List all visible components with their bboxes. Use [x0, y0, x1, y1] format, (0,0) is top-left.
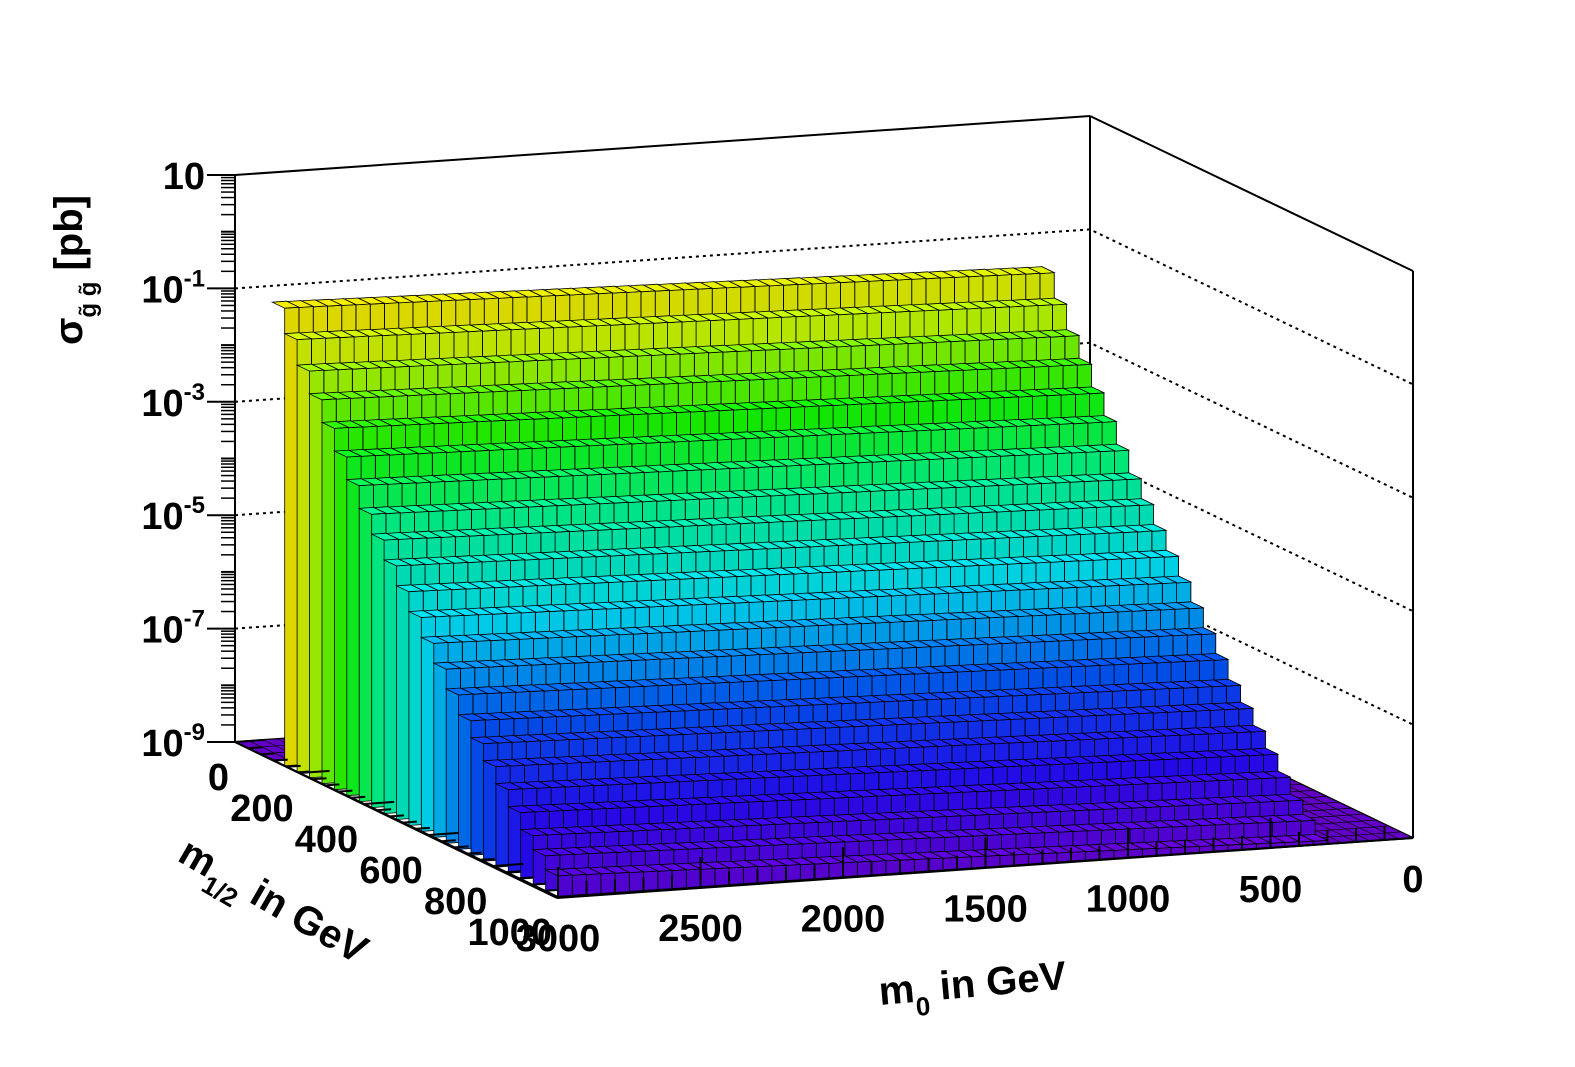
- lego-bar: [320, 420, 351, 791]
- lego-bar: [1156, 840, 1187, 856]
- x-tick-label: 500: [1239, 869, 1302, 911]
- lego-bar: [971, 848, 1002, 868]
- y-tick-label: 0: [208, 757, 229, 799]
- z-tick-label: 10-1: [141, 265, 205, 311]
- y-tick: [351, 795, 366, 799]
- y-tick: [273, 758, 288, 762]
- frame-edge: [234, 115, 1091, 176]
- y-tick-label: 600: [359, 850, 422, 892]
- y-tick: [467, 851, 482, 855]
- lego-bar: [700, 861, 731, 887]
- lego-bar: [1128, 841, 1159, 858]
- x-tick-label: 2500: [658, 908, 743, 950]
- y-tick: [389, 814, 405, 818]
- lego-bar: [871, 853, 902, 875]
- y-tick-label: 800: [424, 881, 487, 923]
- y-tick: [325, 783, 340, 787]
- lego-bar: [307, 392, 338, 785]
- y-tick-label: 200: [230, 788, 293, 830]
- lego-bar: [1071, 844, 1102, 862]
- z-tick-label: 10-3: [141, 379, 205, 425]
- z-tick-label: 10-9: [141, 719, 205, 765]
- z-axis-title: σg̃ g̃ [pb]: [47, 195, 102, 345]
- lego-bars: [270, 265, 1330, 898]
- y-tick: [493, 862, 524, 867]
- axes: [207, 174, 1414, 899]
- frame-edge: [1089, 115, 1414, 272]
- lego-bar: [270, 300, 301, 767]
- y-tick: [377, 808, 392, 812]
- y-tick: [519, 876, 534, 880]
- z-tick-label: 10: [163, 156, 205, 198]
- lego-bar: [857, 853, 888, 876]
- lego-bar: [283, 332, 313, 773]
- lego-bar: [886, 852, 916, 874]
- y-tick: [260, 752, 275, 756]
- y-tick-label: 400: [295, 819, 358, 861]
- y-tick: [428, 831, 459, 836]
- y-tick: [532, 882, 547, 886]
- lego-bar: [715, 860, 745, 886]
- lego-bar: [843, 854, 874, 877]
- lego-bar: [544, 868, 574, 898]
- z-tick-label: 10-5: [141, 492, 205, 538]
- lego-bar: [928, 850, 959, 871]
- y-tick: [234, 738, 266, 743]
- x-tick-label: 0: [1402, 859, 1423, 901]
- x-tick-label: 2000: [801, 898, 886, 940]
- lego-bar: [481, 759, 512, 868]
- x-axis-title: m0 in GeV: [877, 954, 1069, 1025]
- y-tick: [506, 870, 521, 874]
- lego-bar: [786, 857, 817, 881]
- y-tick: [480, 857, 495, 861]
- y-tick: [364, 800, 395, 805]
- lego-bar: [729, 859, 760, 885]
- y-tick: [441, 839, 456, 843]
- x-tick-label: 3000: [516, 918, 601, 960]
- y-tick: [557, 893, 589, 898]
- y-axis-line: [234, 741, 558, 899]
- x-tick-label: 1500: [943, 889, 1028, 931]
- y-tick: [454, 845, 469, 849]
- lego-bar: [558, 867, 589, 897]
- y-tick: [545, 888, 560, 892]
- x-axis-line: [556, 837, 1414, 899]
- y-tick: [312, 777, 327, 781]
- y-tick: [415, 826, 430, 830]
- y-tick: [338, 789, 353, 793]
- y-tick: [299, 769, 330, 774]
- y-tick: [402, 820, 418, 824]
- x-tick-label: 1000: [1086, 879, 1171, 921]
- y-tick: [247, 746, 262, 750]
- y-tick-label: 1000: [467, 912, 552, 954]
- z-tick-label: 10-7: [141, 606, 205, 652]
- lego-bar: [772, 857, 802, 882]
- lego-bar: [1286, 813, 1317, 840]
- y-tick: [286, 764, 301, 768]
